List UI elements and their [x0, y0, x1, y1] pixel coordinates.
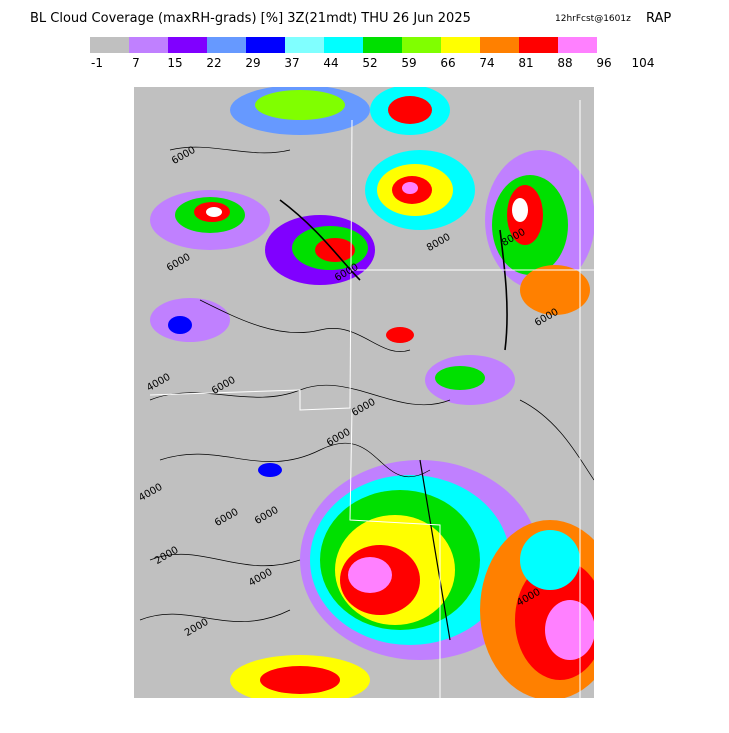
colorbar-label: 29: [245, 56, 260, 70]
title: BL Cloud Coverage (maxRH-grads) [%] 3Z(2…: [30, 11, 471, 26]
forecast-time: 12hrFcst@1601z: [555, 14, 631, 24]
colorbar-label: 74: [479, 56, 494, 70]
colorbar-label: 104: [632, 56, 655, 70]
color-box: [324, 37, 363, 53]
color-box: [90, 37, 129, 53]
colorbar-label: 59: [401, 56, 416, 70]
contours: [139, 146, 594, 641]
colorbar-label: 96: [596, 56, 611, 70]
colorbar-label: 88: [557, 56, 572, 70]
color-box: [519, 37, 558, 53]
colorbar-label: 37: [284, 56, 299, 70]
color-box: [363, 37, 402, 53]
color-box: [129, 37, 168, 53]
color-box: [480, 37, 519, 53]
color-box: [207, 37, 246, 53]
colorbar-label: 22: [206, 56, 221, 70]
model-name: RAP: [646, 11, 671, 26]
colorbar-label: -1: [91, 56, 103, 70]
colorbar-label: 44: [323, 56, 338, 70]
color-box: [441, 37, 480, 53]
colorbar: -1 7 15 22 29 37 44 52 59 66 74 81 88 96 104: [90, 37, 654, 70]
colorbar-label: 52: [362, 56, 377, 70]
colorbar-label: 7: [132, 56, 140, 70]
state-borders: [149, 100, 594, 698]
colorbar-label: 81: [518, 56, 533, 70]
color-box: [168, 37, 207, 53]
colorbar-label: 15: [167, 56, 182, 70]
color-box: [402, 37, 441, 53]
color-box: [285, 37, 324, 53]
cloud-field: [150, 87, 594, 698]
color-box: [558, 37, 597, 53]
color-box: [246, 37, 285, 53]
colorbar-label: 66: [440, 56, 455, 70]
